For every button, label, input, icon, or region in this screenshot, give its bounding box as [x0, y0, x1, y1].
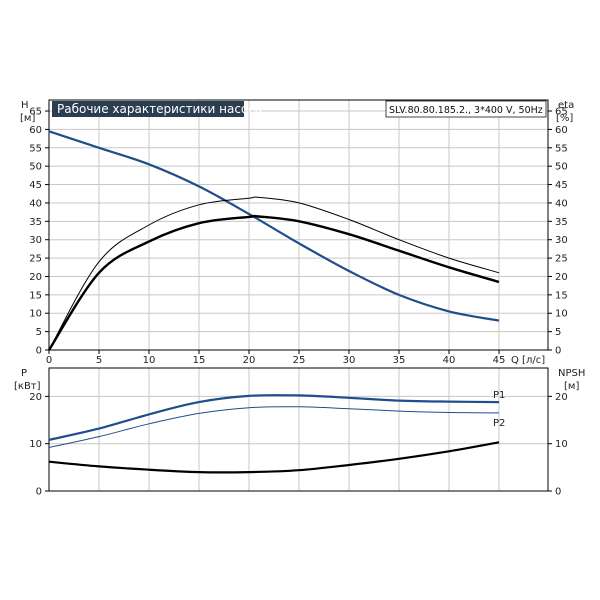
y-axis-unit-right: [%]	[556, 113, 573, 124]
x-tick-label: 15	[193, 355, 206, 366]
y-tick-label-left: 25	[29, 254, 42, 265]
p2-curve	[48, 406, 500, 448]
x-tick-label: 10	[143, 355, 156, 366]
y-tick-label-left: 55	[29, 143, 42, 154]
y-axis-unit-left: [кВт]	[14, 381, 41, 392]
y-tick-label-right: 65	[555, 107, 568, 118]
p1-curve	[48, 394, 500, 441]
y-tick-label-left: 35	[29, 217, 42, 228]
y-tick-label-right: 40	[555, 198, 568, 209]
head-curve	[48, 130, 500, 322]
y-tick-label-left: 15	[29, 290, 42, 301]
y-axis-unit-left: [м]	[20, 113, 35, 124]
y-tick-label-left: 40	[29, 198, 42, 209]
series-label-p1: P1	[493, 390, 505, 401]
series-label-p2: P2	[493, 418, 505, 429]
model-label: SLV.80.80.185.2., 3*400 V, 50Hz	[389, 105, 543, 116]
y-tick-label-right: 35	[555, 217, 568, 228]
y-tick-label-left: 20	[29, 392, 42, 403]
x-tick-label: 20	[243, 355, 256, 366]
chart-title-box	[52, 101, 244, 117]
y-tick-label-right: 60	[555, 125, 568, 136]
y-tick-label-left: 45	[29, 180, 42, 191]
y-tick-label-left: 10	[29, 309, 42, 320]
y-tick-label-right: 20	[555, 272, 568, 283]
eta-bold-curve	[47, 214, 500, 351]
y-tick-label-right: 0	[555, 487, 561, 498]
y-tick-label-left: 20	[29, 272, 42, 283]
y-tick-label-right: 20	[555, 392, 568, 403]
x-tick-label: 45	[493, 355, 506, 366]
y-axis-label-right: eta	[558, 100, 574, 111]
x-tick-label: 30	[343, 355, 356, 366]
x-tick-label: 40	[443, 355, 456, 366]
y-tick-label-right: 0	[555, 346, 561, 357]
y-tick-label-left: 30	[29, 235, 42, 246]
eta-thin-curve	[48, 196, 500, 351]
y-tick-label-right: 50	[555, 162, 568, 173]
x-tick-label: 5	[96, 355, 102, 366]
chart-title: Рабочие характеристики насоса	[57, 102, 262, 116]
y-tick-label-right: 10	[555, 309, 568, 320]
y-tick-label-left: 0	[36, 487, 42, 498]
y-tick-label-left: 60	[29, 125, 42, 136]
y-tick-label-right: 15	[555, 290, 568, 301]
y-tick-label-right: 55	[555, 143, 568, 154]
y-tick-label-right: 5	[555, 327, 561, 338]
y-tick-label-left: 0	[36, 346, 42, 357]
y-tick-label-right: 30	[555, 235, 568, 246]
npsh-curve	[48, 441, 500, 474]
y-axis-label-left: H	[21, 100, 29, 111]
x-axis-label: Q [л/с]	[511, 355, 545, 366]
y-axis-label-right: NPSH	[558, 368, 585, 379]
power-npsh-panel: 0 0 10 10 20 20 P [кВт] NPSH [м] P1 P2	[14, 367, 585, 498]
x-tick-label: 35	[393, 355, 406, 366]
y-tick-label-left: 50	[29, 162, 42, 173]
y-tick-label-left: 5	[36, 327, 42, 338]
y-tick-label-right: 10	[555, 439, 568, 450]
y-axis-label-left: P	[21, 368, 27, 379]
plot-frame	[48, 367, 549, 492]
y-tick-label-right: 25	[555, 254, 568, 265]
y-tick-label-right: 45	[555, 180, 568, 191]
model-box	[385, 100, 547, 118]
x-tick-label: 0	[46, 355, 52, 366]
x-tick-label: 25	[293, 355, 306, 366]
y-axis-unit-right: [м]	[564, 381, 579, 392]
y-tick-label-left: 65	[29, 107, 42, 118]
y-tick-label-left: 10	[29, 439, 42, 450]
